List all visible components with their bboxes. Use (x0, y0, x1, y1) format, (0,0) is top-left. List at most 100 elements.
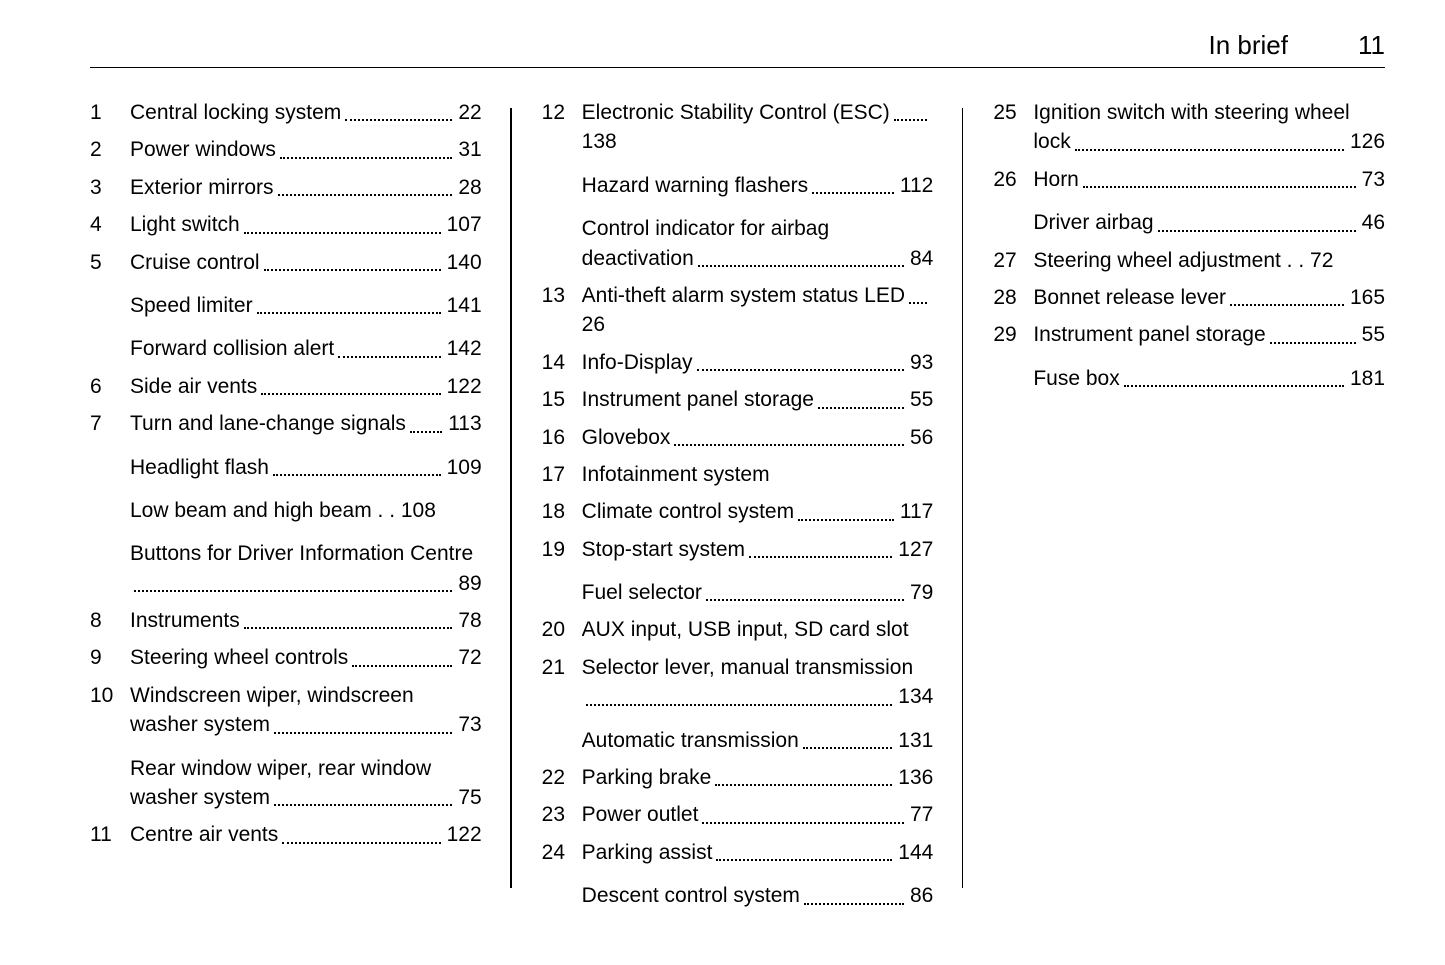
entry-dots (702, 805, 904, 824)
entry-body: Selector lever, manual transmission134 (582, 653, 934, 712)
entry-page: 117 (900, 497, 933, 526)
entry-page: 140 (447, 248, 482, 277)
entry-page: 112 (900, 171, 933, 200)
entry-body: Steering wheel adjustment . . 72 (1033, 246, 1385, 275)
entry-number (90, 334, 130, 363)
entry-body: Hazard warning flashers112 (582, 171, 934, 200)
entry-dots (280, 140, 452, 159)
entry-number: 5 (90, 248, 130, 277)
entry-dots: . . (1281, 246, 1310, 275)
entry-body: Info-Display93 (582, 348, 934, 377)
entry-number: 7 (90, 409, 130, 438)
entry-body: Fuse box181 (1033, 364, 1385, 393)
entry-body: Low beam and high beam . . 108 (130, 496, 482, 525)
entry-number: 29 (993, 320, 1033, 349)
entry-number (542, 881, 582, 910)
index-entry: 27Steering wheel adjustment . . 72 (993, 246, 1385, 275)
entry-dots (1083, 169, 1356, 188)
entry-body: Automatic transmission131 (582, 726, 934, 755)
entry-number (542, 171, 582, 200)
entry-body: Power windows31 (130, 135, 482, 164)
entry-dots (257, 295, 441, 314)
index-entry: 25Ignition switch with steering wheel lo… (993, 98, 1385, 157)
entry-number: 8 (90, 606, 130, 635)
entry-number: 4 (90, 210, 130, 239)
entry-page: 165 (1350, 283, 1385, 312)
index-entry: Automatic transmission131 (542, 726, 934, 755)
entry-page: 55 (1362, 320, 1385, 349)
entry-body: Infotainment system (582, 460, 934, 489)
entry-dots (716, 842, 892, 861)
index-entry: 17Infotainment system (542, 460, 934, 489)
entry-dots (674, 427, 904, 446)
index-entry: 19Stop-start system127 (542, 535, 934, 564)
entry-number (90, 754, 130, 813)
entry-dots (798, 502, 894, 521)
entry-dots (273, 457, 441, 476)
entry-body: Instrument panel storage55 (582, 385, 934, 414)
entry-number: 10 (90, 681, 130, 740)
entry-number (90, 539, 130, 598)
entry-number (90, 291, 130, 320)
entry-dots (134, 573, 452, 592)
entry-dots (278, 177, 453, 196)
index-entry: 22Parking brake136 (542, 763, 934, 792)
entry-page: 141 (447, 291, 482, 320)
entry-number: 14 (542, 348, 582, 377)
entry-body: Buttons for Driver Information Centre89 (130, 539, 482, 598)
entry-number (542, 214, 582, 273)
entry-page: 109 (447, 453, 482, 482)
entry-page: 138 (582, 127, 617, 156)
entry-body: Turn and lane-change signals113 (130, 409, 482, 438)
index-entry: Fuel selector79 (542, 578, 934, 607)
entry-page: 89 (458, 569, 481, 598)
entry-dots (274, 788, 452, 807)
index-entry: 23Power outlet77 (542, 800, 934, 829)
entry-number: 2 (90, 135, 130, 164)
entry-page: 126 (1350, 127, 1385, 156)
entry-page: 127 (898, 535, 933, 564)
entry-dots (264, 252, 441, 271)
entry-number: 1 (90, 98, 130, 127)
entry-dots (282, 825, 440, 844)
entry-page: 72 (1310, 246, 1333, 275)
index-entry: 6Side air vents122 (90, 372, 482, 401)
entry-page: 93 (910, 348, 933, 377)
column-3: 25Ignition switch with steering wheel lo… (963, 98, 1385, 919)
entry-dots (697, 352, 904, 371)
entry-dots (803, 730, 893, 749)
entry-page: 22 (458, 98, 481, 127)
index-entry: 7Turn and lane-change signals113 (90, 409, 482, 438)
column-1: 1Central locking system222Power windows3… (90, 98, 512, 919)
entry-number: 12 (542, 98, 582, 157)
index-entry: 29Instrument panel storage55 (993, 320, 1385, 349)
column-2: 12Electronic Stability Control (ESC)138 H… (512, 98, 964, 919)
entry-body: Rear window wiper, rear window washer sy… (130, 754, 482, 813)
entry-body: Cruise control140 (130, 248, 482, 277)
index-entry: Forward collision alert142 (90, 334, 482, 363)
entry-number: 26 (993, 165, 1033, 194)
entry-number: 27 (993, 246, 1033, 275)
entry-body: Stop-start system127 (582, 535, 934, 564)
entry-page: 136 (898, 763, 933, 792)
entry-dots (818, 390, 904, 409)
index-entry: Driver airbag46 (993, 208, 1385, 237)
entry-dots (909, 285, 927, 304)
entry-body: Electronic Stability Control (ESC)138 (582, 98, 934, 157)
entry-body: Driver airbag46 (1033, 208, 1385, 237)
entry-number: 18 (542, 497, 582, 526)
index-entry: 8Instruments78 (90, 606, 482, 635)
entry-dots (894, 103, 928, 122)
index-entry: 9Steering wheel controls72 (90, 643, 482, 672)
entry-number: 21 (542, 653, 582, 712)
entry-dots (274, 715, 452, 734)
entry-number: 11 (90, 820, 130, 849)
entry-body: Headlight flash109 (130, 453, 482, 482)
entry-dots (698, 248, 904, 267)
index-entry: 4Light switch107 (90, 210, 482, 239)
index-entry: 26Horn73 (993, 165, 1385, 194)
entry-dots (715, 768, 892, 787)
entry-page: 72 (458, 643, 481, 672)
entry-page: 113 (448, 409, 481, 438)
entry-body: Parking assist144 (582, 838, 934, 867)
